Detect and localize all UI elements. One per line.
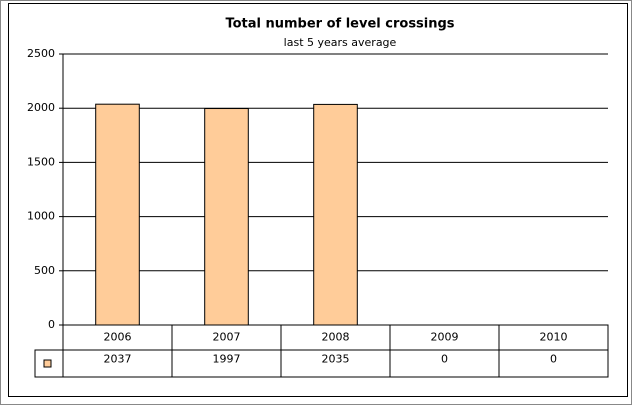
bar (95, 103, 140, 326)
legend-key (43, 359, 52, 368)
y-tick-label: 2500 (27, 47, 55, 60)
x-tick-label: 2010 (540, 331, 568, 344)
x-tick-label: 2008 (322, 331, 350, 344)
data-table-value: 0 (441, 353, 448, 366)
y-tick-label: 1500 (27, 155, 55, 168)
x-tick-label: 2009 (431, 331, 459, 344)
bar (313, 103, 358, 326)
y-tick-label: 2000 (27, 101, 55, 114)
x-tick-label: 2007 (213, 331, 241, 344)
y-tick-label: 500 (34, 264, 55, 277)
data-table-value: 2037 (104, 353, 132, 366)
chart-subtitle: last 5 years average (284, 36, 397, 49)
x-tick-label: 2006 (104, 331, 132, 344)
data-table-legend-cell (34, 349, 64, 378)
data-table-value: 1997 (213, 353, 241, 366)
bar (204, 108, 249, 326)
y-tick-label: 0 (48, 318, 55, 331)
data-table-value: 2035 (322, 353, 350, 366)
y-tick-label: 1000 (27, 210, 55, 223)
data-table-value: 0 (550, 353, 557, 366)
chart-title: Total number of level crossings (225, 17, 454, 32)
